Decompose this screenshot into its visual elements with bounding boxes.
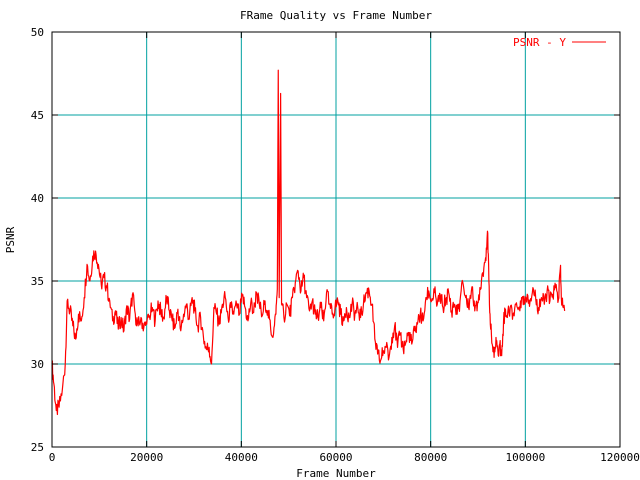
grid-lines bbox=[52, 32, 620, 447]
y-tick-label: 30 bbox=[31, 358, 44, 371]
x-tick-label: 40000 bbox=[225, 451, 258, 464]
legend: PSNR - Y bbox=[513, 36, 606, 49]
y-tick-label: 25 bbox=[31, 441, 44, 454]
y-axis-label: PSNR bbox=[4, 226, 17, 253]
series-layer bbox=[51, 69, 566, 416]
x-tick-label: 0 bbox=[49, 451, 56, 464]
x-tick-label: 80000 bbox=[414, 451, 447, 464]
chart-title: FRame Quality vs Frame Number bbox=[240, 9, 432, 22]
x-axis-label: Frame Number bbox=[296, 467, 376, 480]
x-tick-label: 60000 bbox=[319, 451, 352, 464]
x-tick-labels: 0 20000 40000 60000 80000 100000 120000 bbox=[49, 451, 640, 464]
series-line-psnr-y bbox=[51, 69, 566, 416]
y-tick-label: 50 bbox=[31, 26, 44, 39]
legend-label: PSNR - Y bbox=[513, 36, 566, 49]
x-tick-label: 20000 bbox=[130, 451, 163, 464]
y-tick-label: 40 bbox=[31, 192, 44, 205]
y-tick-label: 35 bbox=[31, 275, 44, 288]
y-tick-labels: 25 30 35 40 45 50 bbox=[31, 26, 44, 454]
x-tick-label: 100000 bbox=[505, 451, 545, 464]
x-tick-label: 120000 bbox=[600, 451, 640, 464]
tick-marks bbox=[51, 31, 621, 448]
y-tick-label: 45 bbox=[31, 109, 44, 122]
